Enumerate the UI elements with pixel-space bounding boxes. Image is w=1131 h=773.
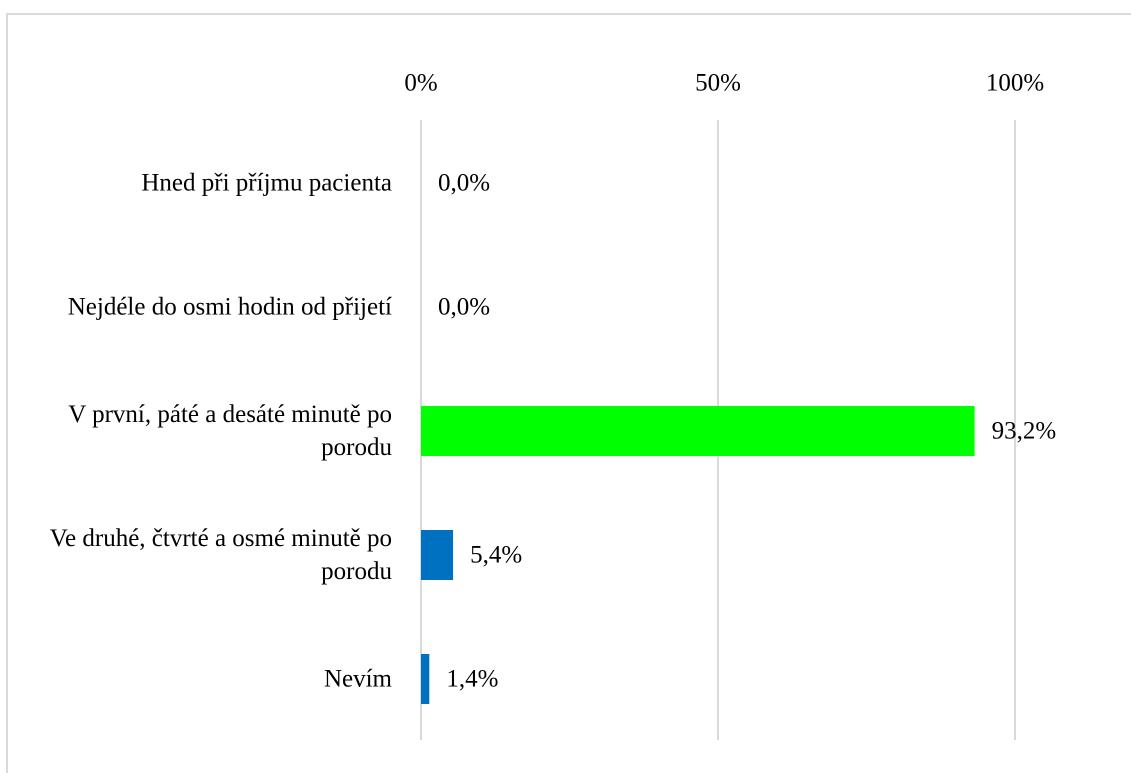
bar [421, 530, 454, 580]
bar [421, 406, 975, 456]
category-label: Nevím [323, 665, 392, 693]
category-label: V první, páté a desáté minutě po porodu [68, 401, 392, 461]
value-label: 0,0% [438, 170, 490, 197]
x-tick-label: 0% [404, 70, 437, 97]
category-label: Ve druhé, čtvrté a osmé minutě po porodu [49, 525, 392, 585]
category-label: Hned při příjmu pacienta [141, 169, 392, 197]
x-tick-label: 50% [695, 70, 741, 97]
value-label: 1,4% [446, 666, 498, 693]
bar [421, 654, 430, 704]
value-label: 5,4% [470, 542, 522, 569]
category-label: Nejdéle do osmi hodin od přijetí [67, 293, 392, 321]
chart-border [6, 13, 1131, 773]
x-tick-label: 100% [986, 70, 1044, 97]
value-label: 93,2% [992, 418, 1057, 445]
value-label: 0,0% [438, 294, 490, 321]
